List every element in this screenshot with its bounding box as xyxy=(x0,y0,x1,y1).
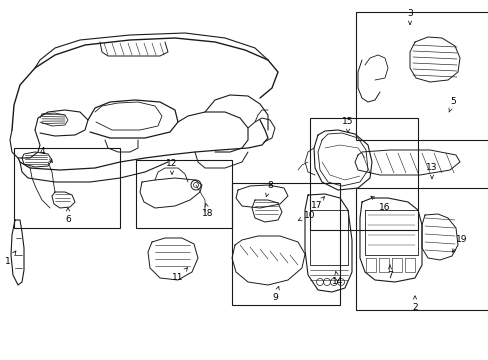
Text: 16: 16 xyxy=(370,196,390,211)
Text: 19: 19 xyxy=(451,235,467,252)
Text: 6: 6 xyxy=(65,208,71,224)
Text: 13: 13 xyxy=(426,163,437,179)
Text: 5: 5 xyxy=(448,98,455,112)
Text: 14: 14 xyxy=(332,271,343,287)
Text: 15: 15 xyxy=(342,117,353,132)
Text: 17: 17 xyxy=(311,197,324,210)
Bar xyxy=(231,183,339,305)
Bar xyxy=(136,160,231,228)
Text: 1: 1 xyxy=(5,251,16,266)
Text: 7: 7 xyxy=(386,265,392,279)
Text: 9: 9 xyxy=(271,287,279,302)
Bar xyxy=(355,188,488,310)
Text: 10: 10 xyxy=(298,211,315,221)
Bar xyxy=(14,148,120,228)
Text: 11: 11 xyxy=(172,268,187,283)
Bar xyxy=(309,118,417,230)
Text: 2: 2 xyxy=(411,296,417,311)
Text: 12: 12 xyxy=(166,158,177,174)
Text: 3: 3 xyxy=(407,9,412,24)
Bar xyxy=(355,12,488,140)
Text: 18: 18 xyxy=(202,203,213,217)
Text: 4: 4 xyxy=(39,147,52,162)
Text: 8: 8 xyxy=(265,181,272,197)
